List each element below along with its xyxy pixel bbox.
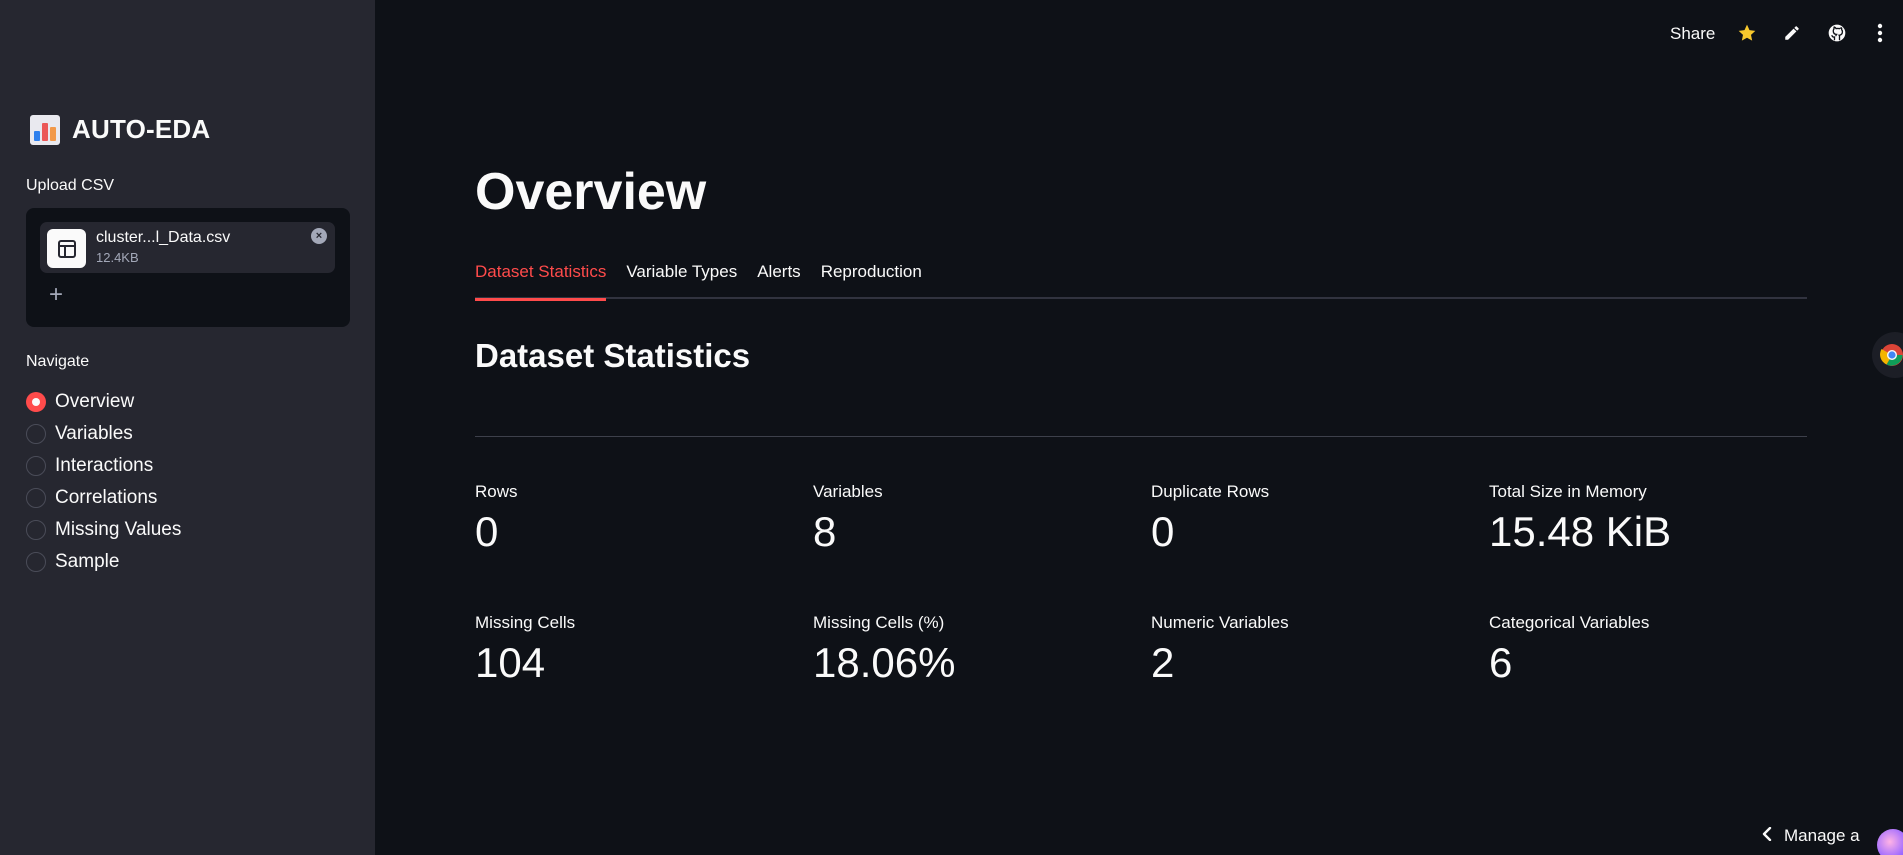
more-vertical-icon[interactable] xyxy=(1869,22,1891,44)
app-title: AUTO-EDA xyxy=(30,114,210,145)
nav-item-label: Correlations xyxy=(55,487,158,508)
app-title-text: AUTO-EDA xyxy=(72,114,211,144)
radio[interactable] xyxy=(26,456,46,476)
metric-missing-cells: Missing Cells 104 xyxy=(475,613,813,687)
metric-value: 104 xyxy=(475,639,546,686)
nav-item-correlations[interactable]: Correlations xyxy=(26,482,181,514)
metric-value: 8 xyxy=(813,508,837,555)
metric-label: Missing Cells xyxy=(475,613,576,632)
nav-item-interactions[interactable]: Interactions xyxy=(26,450,181,482)
sidebar: AUTO-EDA Upload CSV cluster...l_Data.csv… xyxy=(0,0,375,855)
file-size: 12.4KB xyxy=(96,250,139,265)
metric-label: Rows xyxy=(475,482,518,501)
metric-label: Duplicate Rows xyxy=(1151,482,1270,501)
metric-label: Variables xyxy=(813,482,883,501)
edit-icon[interactable] xyxy=(1781,22,1803,44)
nav-item-label: Overview xyxy=(55,391,135,412)
nav-item-sample[interactable]: Sample xyxy=(26,546,181,578)
radio[interactable] xyxy=(26,424,46,444)
nav-item-label: Sample xyxy=(55,551,120,572)
metric-value: 0 xyxy=(475,508,499,555)
nav-item-label: Interactions xyxy=(55,455,154,476)
metric-rows: Rows 0 xyxy=(475,482,813,556)
metric-value: 2 xyxy=(1151,639,1175,686)
radio[interactable] xyxy=(26,520,46,540)
metric-label: Numeric Variables xyxy=(1151,613,1289,632)
avatar[interactable] xyxy=(1877,829,1903,855)
table-file-icon xyxy=(47,229,86,268)
nav-item-variables[interactable]: Variables xyxy=(26,418,181,450)
uploaded-file: cluster...l_Data.csv 12.4KB × xyxy=(40,222,335,273)
metric-label: Total Size in Memory xyxy=(1489,482,1647,501)
metric-total-size: Total Size in Memory 15.48 KiB xyxy=(1489,482,1805,556)
file-name: cluster...l_Data.csv xyxy=(96,229,231,246)
metric-label: Missing Cells (%) xyxy=(813,613,945,632)
add-file-icon[interactable]: + xyxy=(48,281,63,308)
page-title: Overview xyxy=(475,163,707,221)
metric-value: 6 xyxy=(1489,639,1513,686)
metric-label: Categorical Variables xyxy=(1489,613,1650,632)
chevron-left-icon xyxy=(1762,826,1772,846)
metric-value: 0 xyxy=(1151,508,1175,555)
bar-chart-icon xyxy=(30,114,60,145)
metric-duplicate-rows: Duplicate Rows 0 xyxy=(1151,482,1489,556)
manage-app-button[interactable]: Manage a xyxy=(1762,826,1860,846)
metric-variables: Variables 8 xyxy=(813,482,1151,556)
radio[interactable] xyxy=(26,552,46,572)
nav-item-missing-values[interactable]: Missing Values xyxy=(26,514,181,546)
radio-checked[interactable] xyxy=(26,392,46,412)
remove-file-icon[interactable]: × xyxy=(311,228,327,244)
nav-item-label: Variables xyxy=(55,423,133,444)
nav-item-label: Missing Values xyxy=(55,519,182,540)
nav-label: Navigate xyxy=(26,353,90,370)
file-uploader[interactable]: cluster...l_Data.csv 12.4KB × + xyxy=(26,208,350,327)
nav-radio-group: Overview Variables Interactions Correlat… xyxy=(26,386,181,578)
tab-bar: Dataset Statistics Variable Types Alerts… xyxy=(475,258,1807,301)
manage-app-label: Manage a xyxy=(1784,826,1860,845)
star-icon[interactable] xyxy=(1736,22,1758,44)
nav-item-overview[interactable]: Overview xyxy=(26,386,181,418)
metric-value: 18.06% xyxy=(813,639,956,686)
tab-dataset-statistics[interactable]: Dataset Statistics xyxy=(475,258,607,301)
metric-categorical-variables: Categorical Variables 6 xyxy=(1489,613,1805,687)
chrome-extension-icon[interactable] xyxy=(1872,332,1903,378)
tab-reproduction[interactable]: Reproduction xyxy=(820,262,922,281)
upload-label: Upload CSV xyxy=(26,177,115,194)
github-icon[interactable] xyxy=(1826,22,1848,44)
radio[interactable] xyxy=(26,488,46,508)
divider xyxy=(475,436,1807,437)
metric-missing-cells-pct: Missing Cells (%) 18.06% xyxy=(813,613,1151,687)
share-button[interactable]: Share xyxy=(1670,24,1716,43)
metrics-grid: Rows 0 Variables 8 Duplicate Rows 0 Total S… xyxy=(475,482,1805,687)
tab-alerts[interactable]: Alerts xyxy=(757,262,801,281)
metric-numeric-variables: Numeric Variables 2 xyxy=(1151,613,1489,687)
tab-variable-types[interactable]: Variable Types xyxy=(626,262,738,281)
section-title: Dataset Statistics xyxy=(475,337,751,374)
metric-value: 15.48 KiB xyxy=(1489,508,1672,555)
